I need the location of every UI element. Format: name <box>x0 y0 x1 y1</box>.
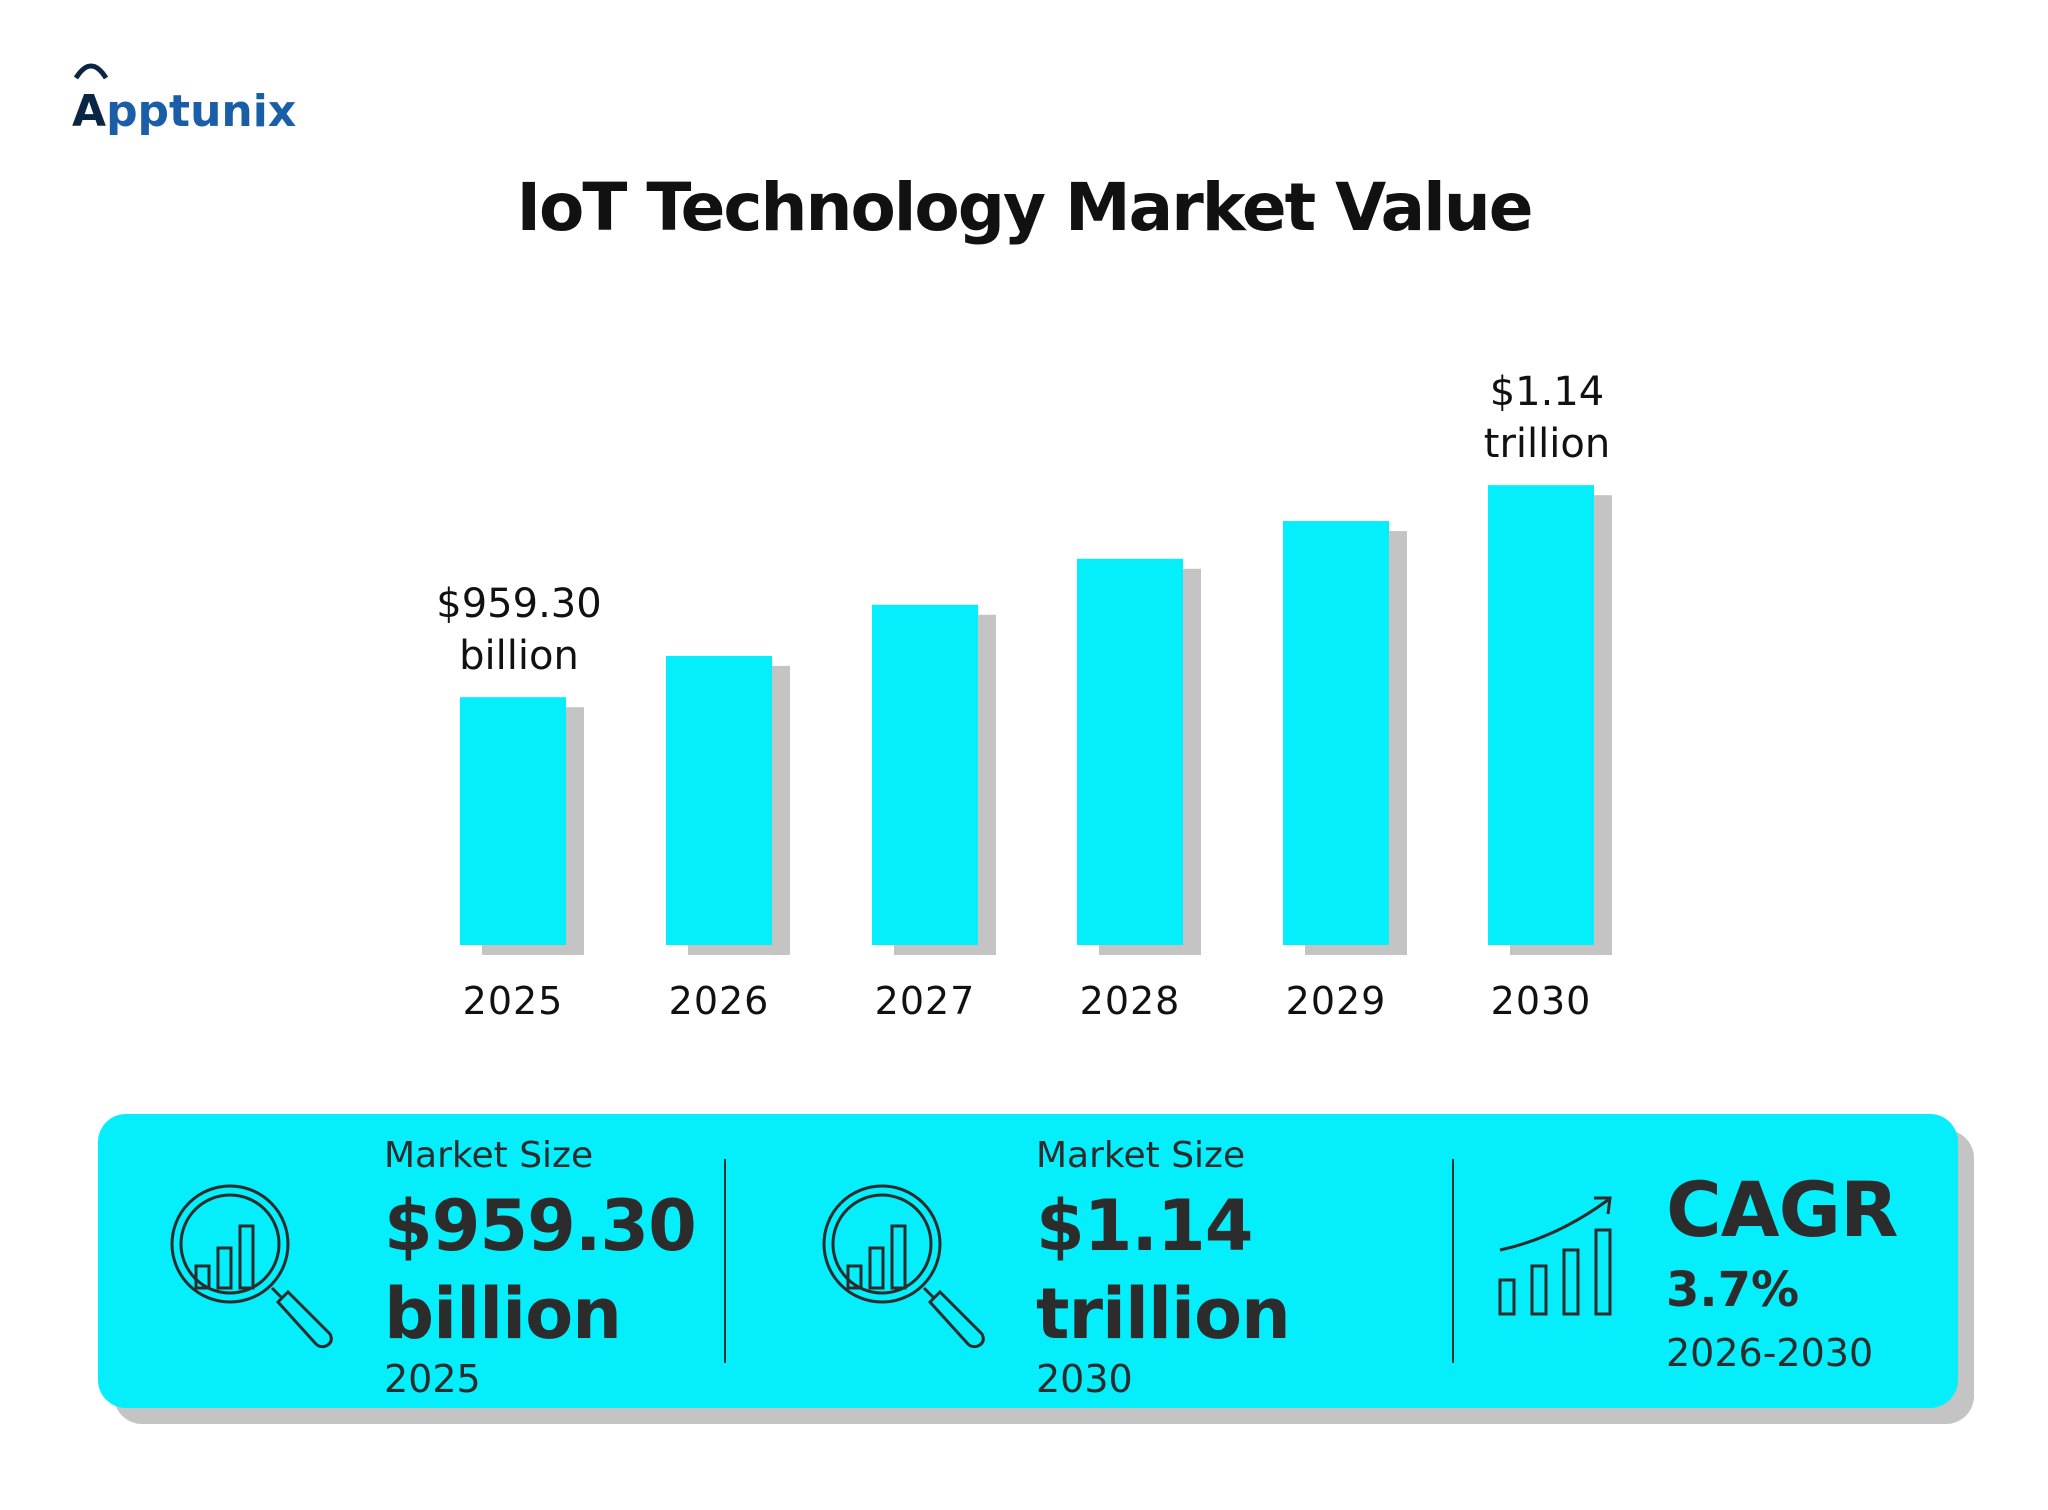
cagr-period: 2026-2030 <box>1666 1331 1874 1375</box>
bars-layer <box>460 485 1612 955</box>
stat-value-line2: billion <box>384 1273 622 1355</box>
stat-cagr: CAGR 3.7% 2026-2030 <box>1666 1165 1898 1375</box>
stat-year: 2030 <box>1036 1357 1133 1401</box>
stat-year: 2025 <box>384 1357 481 1401</box>
stat-market-2025: Market Size $959.30 billion 2025 <box>384 1135 697 1401</box>
bar-2030 <box>1488 485 1594 945</box>
data-label-2025: $959.30 <box>436 581 601 627</box>
stat-value-line1: $959.30 <box>384 1185 697 1267</box>
data-label-2025: billion <box>459 633 579 679</box>
stat-label: Market Size <box>384 1135 594 1176</box>
logo-arc-icon <box>74 63 108 80</box>
bar-2026 <box>666 655 772 945</box>
x-tick-label: 2028 <box>1080 979 1181 1023</box>
stat-value-line2: trillion <box>1036 1273 1291 1355</box>
growth-chart-icon <box>1498 1196 1612 1316</box>
page-title: IoT Technology Market Value <box>516 169 1533 246</box>
logo-rest-text: pptunix <box>106 86 297 137</box>
cagr-title: CAGR <box>1666 1165 1898 1254</box>
data-label-2030: $1.14 <box>1490 369 1605 415</box>
stat-label: Market Size <box>1036 1135 1246 1176</box>
stats-panel: Market Size $959.30 billion 2025 Market … <box>98 1114 1958 1408</box>
bar-2029 <box>1283 521 1389 945</box>
logo-first-letter: A <box>72 86 107 137</box>
brand-logo: Apptunix <box>72 54 296 134</box>
x-tick-label: 2026 <box>669 979 770 1023</box>
cagr-value: 3.7% <box>1666 1262 1800 1318</box>
x-tick-label: 2027 <box>875 979 976 1023</box>
labels-layer: 2025 $959.30 billion 2026 2027 2028 2029 2030 $1… <box>436 369 1610 1023</box>
stat-divider <box>724 1159 726 1363</box>
bar-chart: 2025 $959.30 billion 2026 2027 2028 2029 2030 $1… <box>436 369 1612 1023</box>
data-label-2030: trillion <box>1484 421 1610 467</box>
magnifier-chart-icon <box>822 1184 985 1349</box>
stat-market-2030: Market Size $1.14 trillion 2030 <box>1036 1135 1291 1401</box>
bar-2025 <box>460 697 566 945</box>
stat-value-line1: $1.14 <box>1036 1185 1253 1267</box>
x-tick-label: 2025 <box>463 979 564 1023</box>
bar-2027 <box>872 604 978 945</box>
x-tick-label: 2030 <box>1491 979 1592 1023</box>
logo-text: Apptunix <box>72 90 296 134</box>
bar-2028 <box>1077 558 1183 945</box>
stat-divider <box>1452 1159 1454 1363</box>
x-tick-label: 2029 <box>1286 979 1387 1023</box>
magnifier-chart-icon <box>170 1184 333 1349</box>
